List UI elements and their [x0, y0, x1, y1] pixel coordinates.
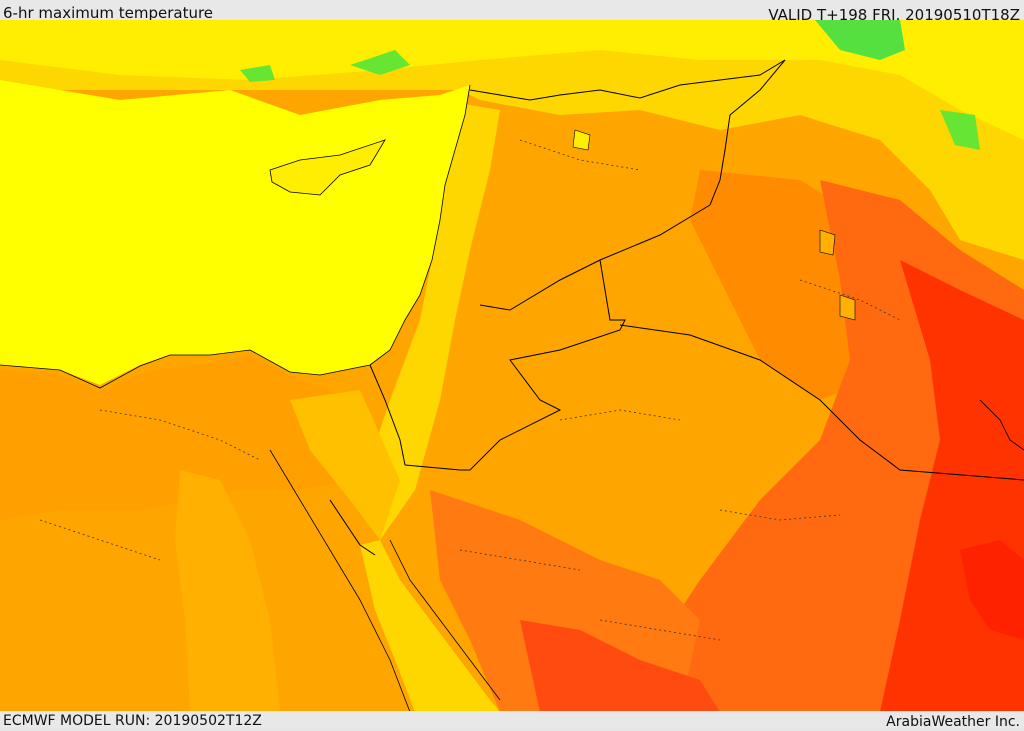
model-run: ECMWF MODEL RUN: 20190502T12Z	[3, 713, 262, 729]
iraq-lake-2	[839, 294, 856, 321]
credit: ArabiaWeather Inc.	[886, 714, 1020, 730]
red-sea	[360, 540, 500, 712]
valid-time: VALID T+198 FRI. 20190510T18Z	[768, 6, 1020, 24]
coast-north-africa	[0, 349, 371, 389]
levant-yellow-strip	[360, 100, 500, 540]
egypt-warm-zone	[0, 355, 360, 520]
gulf-red-hotspot	[960, 540, 1024, 640]
green-patch-turkey	[240, 65, 275, 82]
border-saudi-iraq	[619, 324, 1024, 481]
lake-van	[572, 129, 591, 151]
border-egypt-israel	[369, 364, 406, 466]
header-bar	[0, 0, 1024, 20]
border-jordan-iraq	[479, 204, 711, 311]
map-title: 6-hr maximum temperature	[3, 4, 214, 22]
green-patch-zagros	[940, 110, 980, 150]
border-egypt-sudan-east	[329, 499, 376, 556]
coastlines	[0, 84, 1024, 712]
footer-bar	[0, 711, 1024, 729]
border-turkey-syria	[469, 59, 786, 101]
province-boundaries	[39, 139, 901, 641]
country-borders	[329, 59, 1024, 556]
sinai-yellow	[290, 390, 400, 540]
nile-valley-strip	[175, 470, 280, 712]
iraq-lake-1	[819, 229, 836, 256]
coast-levant	[369, 84, 471, 366]
green-patch-caucasus	[815, 20, 905, 60]
green-patch-north	[350, 50, 410, 75]
temperature-map	[0, 20, 1024, 712]
coast-red-sea-west	[269, 449, 411, 712]
border-syria-iraq	[709, 59, 786, 206]
arabia-south-red	[520, 620, 720, 712]
northern-cool-zone	[0, 20, 1024, 140]
coast-red-sea-east	[389, 539, 501, 701]
cyprus-island	[269, 139, 386, 196]
border-saudi-jordan	[404, 259, 626, 471]
coast-persian-gulf	[979, 399, 1024, 451]
